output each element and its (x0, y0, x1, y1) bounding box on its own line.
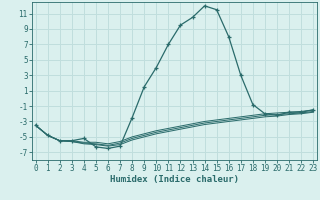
X-axis label: Humidex (Indice chaleur): Humidex (Indice chaleur) (110, 175, 239, 184)
